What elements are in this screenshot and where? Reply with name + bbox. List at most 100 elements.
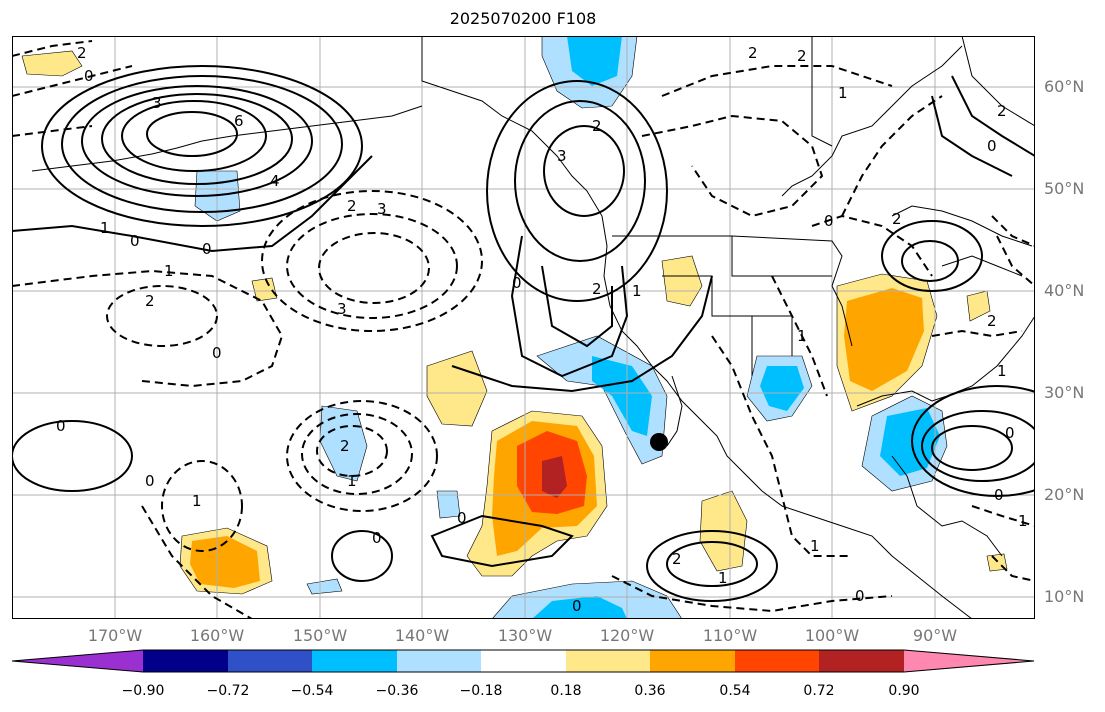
- contour-label: 2: [592, 280, 602, 298]
- colorbar-tick-label: −0.54: [290, 683, 334, 699]
- colorbar-extend-max: [904, 650, 1034, 672]
- contour-label: 3: [557, 147, 567, 165]
- lon-label: 120°W: [599, 626, 655, 645]
- lon-label: 140°W: [394, 626, 450, 645]
- map-title: 2025070200 F108: [449, 9, 597, 28]
- contour-label: 3: [377, 200, 387, 218]
- contour-label: 2: [892, 210, 902, 228]
- contour-label: 1: [997, 362, 1007, 380]
- colorbar-outline: [11, 649, 1035, 673]
- lon-label: 90°W: [912, 626, 958, 645]
- negative-anomaly-region: [592, 356, 652, 436]
- colorbar: [11, 649, 1035, 673]
- negative-anomaly-region: [532, 596, 627, 619]
- colorbar-tick-label: 0.36: [634, 683, 666, 699]
- lon-label: 110°W: [702, 626, 758, 645]
- contour-label: 2: [672, 550, 682, 568]
- negative-anomaly-region: [536, 335, 668, 465]
- colorbar-segment: [650, 650, 735, 672]
- contour-label: 0: [84, 67, 94, 85]
- colorbar-tick-label: −0.18: [459, 683, 503, 699]
- contour-label: 3: [337, 300, 347, 318]
- contour-label: 2: [145, 292, 155, 310]
- contour-label: 2: [748, 44, 758, 62]
- colorbar-tick-label: 0.54: [719, 683, 751, 699]
- colorbar-segment: [312, 650, 397, 672]
- contour-label: 2: [77, 44, 87, 62]
- lat-label: 10°N: [1044, 587, 1085, 606]
- contour-label: 0: [56, 417, 66, 435]
- anomaly-shading: [21, 36, 1008, 619]
- contour-label: 2: [987, 312, 997, 330]
- positive-anomaly-region: [190, 536, 260, 588]
- contour-label: 1: [838, 84, 848, 102]
- colorbar-tick-label: 0.90: [888, 683, 920, 699]
- contour-label: 1: [810, 537, 820, 555]
- contour-label: 1: [100, 219, 110, 237]
- colorbar-segment: [397, 650, 481, 672]
- contour-label: 2: [997, 102, 1007, 120]
- contour-label: 2: [347, 197, 357, 215]
- lat-label: 50°N: [1044, 179, 1085, 198]
- lat-label: 20°N: [1044, 485, 1085, 504]
- colorbar-tick-label: 0.72: [803, 683, 835, 699]
- colorbar-segment: [819, 650, 904, 672]
- colorbar-tick-label: −0.36: [375, 683, 419, 699]
- weather-map: 2 0 3 4 6 1 0 2 3 0 1 2 3 2 0 2 1 0 2 3 …: [12, 36, 1035, 619]
- positive-anomaly-region: [661, 255, 703, 307]
- colorbar-tick-label: −0.72: [206, 683, 250, 699]
- colorbar-segment: [143, 650, 228, 672]
- contour-label: 0: [855, 587, 865, 605]
- lon-label: 130°W: [497, 626, 553, 645]
- coastlines: [31, 36, 1035, 619]
- contour-label: 2: [340, 437, 350, 455]
- contour-label: 0: [994, 486, 1004, 504]
- contour-label: 1: [164, 262, 174, 280]
- negative-anomaly-region: [567, 36, 622, 86]
- contour-label: 4: [270, 172, 280, 190]
- colorbar-segment: [228, 650, 312, 672]
- contour-label: 0: [512, 274, 522, 292]
- contour-label: 0: [130, 232, 140, 250]
- location-marker: [650, 433, 668, 451]
- colorbar-tick-label: −0.90: [121, 683, 165, 699]
- contour-label: 0: [1005, 424, 1015, 442]
- contour-label: 1: [347, 472, 357, 490]
- lon-label: 160°W: [189, 626, 245, 645]
- colorbar-segment: [566, 650, 650, 672]
- contour-label: 1: [632, 282, 642, 300]
- contour-label: 0: [457, 509, 467, 527]
- contour-label: 0: [372, 529, 382, 547]
- colorbar-extend-min: [12, 650, 143, 672]
- lat-label: 40°N: [1044, 281, 1085, 300]
- contour-label: 1: [718, 569, 728, 587]
- contour-label: 0: [824, 212, 834, 230]
- contour-label: 3: [152, 94, 162, 112]
- contour-labels: 2 0 3 4 6 1 0 2 3 0 1 2 3 2 0 2 1 0 2 3 …: [56, 44, 1028, 615]
- contour-label: 0: [572, 597, 582, 615]
- positive-anomaly-region: [966, 290, 991, 322]
- positive-anomaly-region: [844, 288, 924, 391]
- contour-label: 2: [592, 117, 602, 135]
- negative-anomaly-region: [436, 490, 461, 519]
- contour-label: 1: [192, 492, 202, 510]
- negative-anomaly-region: [306, 578, 343, 595]
- positive-anomaly-region: [542, 456, 567, 498]
- lon-label: 150°W: [292, 626, 348, 645]
- contour-label: 0: [202, 240, 212, 258]
- colorbar-tick-label: 0.18: [550, 683, 582, 699]
- positive-anomaly-region: [426, 350, 488, 427]
- lon-label: 100°W: [804, 626, 860, 645]
- contour-label: 1: [797, 327, 807, 345]
- negative-anomaly-region: [760, 366, 804, 411]
- lat-label: 60°N: [1044, 77, 1085, 96]
- colorbar-segment: [735, 650, 819, 672]
- positive-anomaly-region: [21, 50, 83, 77]
- solid-contours: [12, 65, 1035, 602]
- contour-label: 1: [1018, 512, 1028, 530]
- contour-label: 0: [145, 472, 155, 490]
- contour-label: 0: [987, 137, 997, 155]
- contour-label: 2: [797, 47, 807, 65]
- lon-label: 170°W: [87, 626, 143, 645]
- contour-label: 6: [234, 112, 244, 130]
